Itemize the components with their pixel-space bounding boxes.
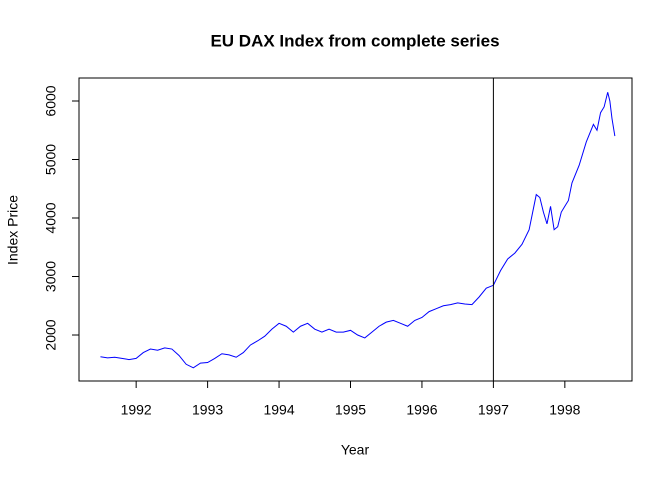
y-tick-label: 5000: [43, 144, 59, 175]
plot-frame: [78, 77, 633, 382]
y-tick-label: 4000: [43, 202, 59, 233]
y-tick-label: 2000: [43, 319, 59, 350]
x-tick-label: 1996: [406, 402, 437, 418]
x-axis-label: Year: [341, 442, 370, 458]
chart-title: EU DAX Index from complete series: [210, 31, 499, 50]
y-tick-label: 3000: [43, 261, 59, 292]
x-tick-label: 1995: [335, 402, 366, 418]
x-tick-label: 1998: [549, 402, 580, 418]
x-tick-label: 1997: [478, 402, 509, 418]
data-line: [100, 92, 616, 369]
y-axis-label: Index Price: [5, 195, 21, 265]
x-tick-label: 1994: [263, 402, 294, 418]
y-tick-label: 6000: [43, 85, 59, 116]
x-tick-label: 1993: [192, 402, 223, 418]
x-tick-label: 1992: [121, 402, 152, 418]
